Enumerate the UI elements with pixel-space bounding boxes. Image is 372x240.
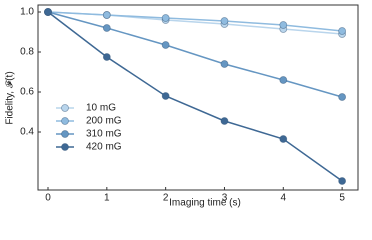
data-point: [279, 21, 288, 29]
data-point: [161, 14, 170, 22]
series-line: [47, 11, 343, 32]
y-tick-label: 0.6: [20, 87, 34, 98]
data-point: [161, 41, 170, 49]
x-tick-label: 1: [104, 193, 110, 204]
data-point: [338, 177, 347, 185]
y-tick-label: 0.8: [20, 47, 34, 58]
data-point: [102, 11, 111, 19]
y-tick-label: 1.0: [20, 7, 34, 18]
series-line: [47, 11, 343, 35]
series-line: [47, 11, 343, 98]
legend-label: 310 mG: [86, 129, 122, 140]
plot-frame: [37, 4, 359, 191]
data-point: [44, 8, 52, 16]
x-tick-label: 0: [45, 193, 51, 204]
x-tick-label: 4: [281, 193, 287, 204]
x-tick-label: 2: [163, 193, 169, 204]
legend-marker: [61, 104, 69, 112]
data-point: [220, 17, 229, 25]
chart: Imaging time (s) Fidelity, 𝓕(t) 0.4 0.6 0.…: [5, 4, 359, 209]
data-point: [102, 53, 111, 61]
data-point: [102, 24, 111, 32]
legend-label: 200 mG: [86, 116, 122, 127]
legend-marker: [61, 117, 69, 125]
series-line: [47, 11, 343, 182]
data-point: [279, 135, 288, 143]
legend-label: 420 mG: [86, 142, 122, 153]
data-point: [338, 93, 347, 101]
data-point: [220, 60, 229, 68]
y-axis-label: Fidelity, 𝓕(t): [5, 71, 16, 124]
x-tick-label: 3: [222, 193, 228, 204]
legend-marker: [61, 130, 69, 138]
legend-marker: [61, 143, 69, 151]
data-point: [220, 117, 229, 125]
x-tick-label: 5: [339, 193, 345, 204]
y-tick-label: 0.4: [20, 127, 34, 138]
data-point: [279, 76, 288, 84]
legend-label: 10 mG: [86, 103, 116, 114]
data-point: [161, 92, 170, 100]
x-axis-label: Imaging time (s): [169, 198, 241, 209]
data-point: [338, 27, 347, 35]
